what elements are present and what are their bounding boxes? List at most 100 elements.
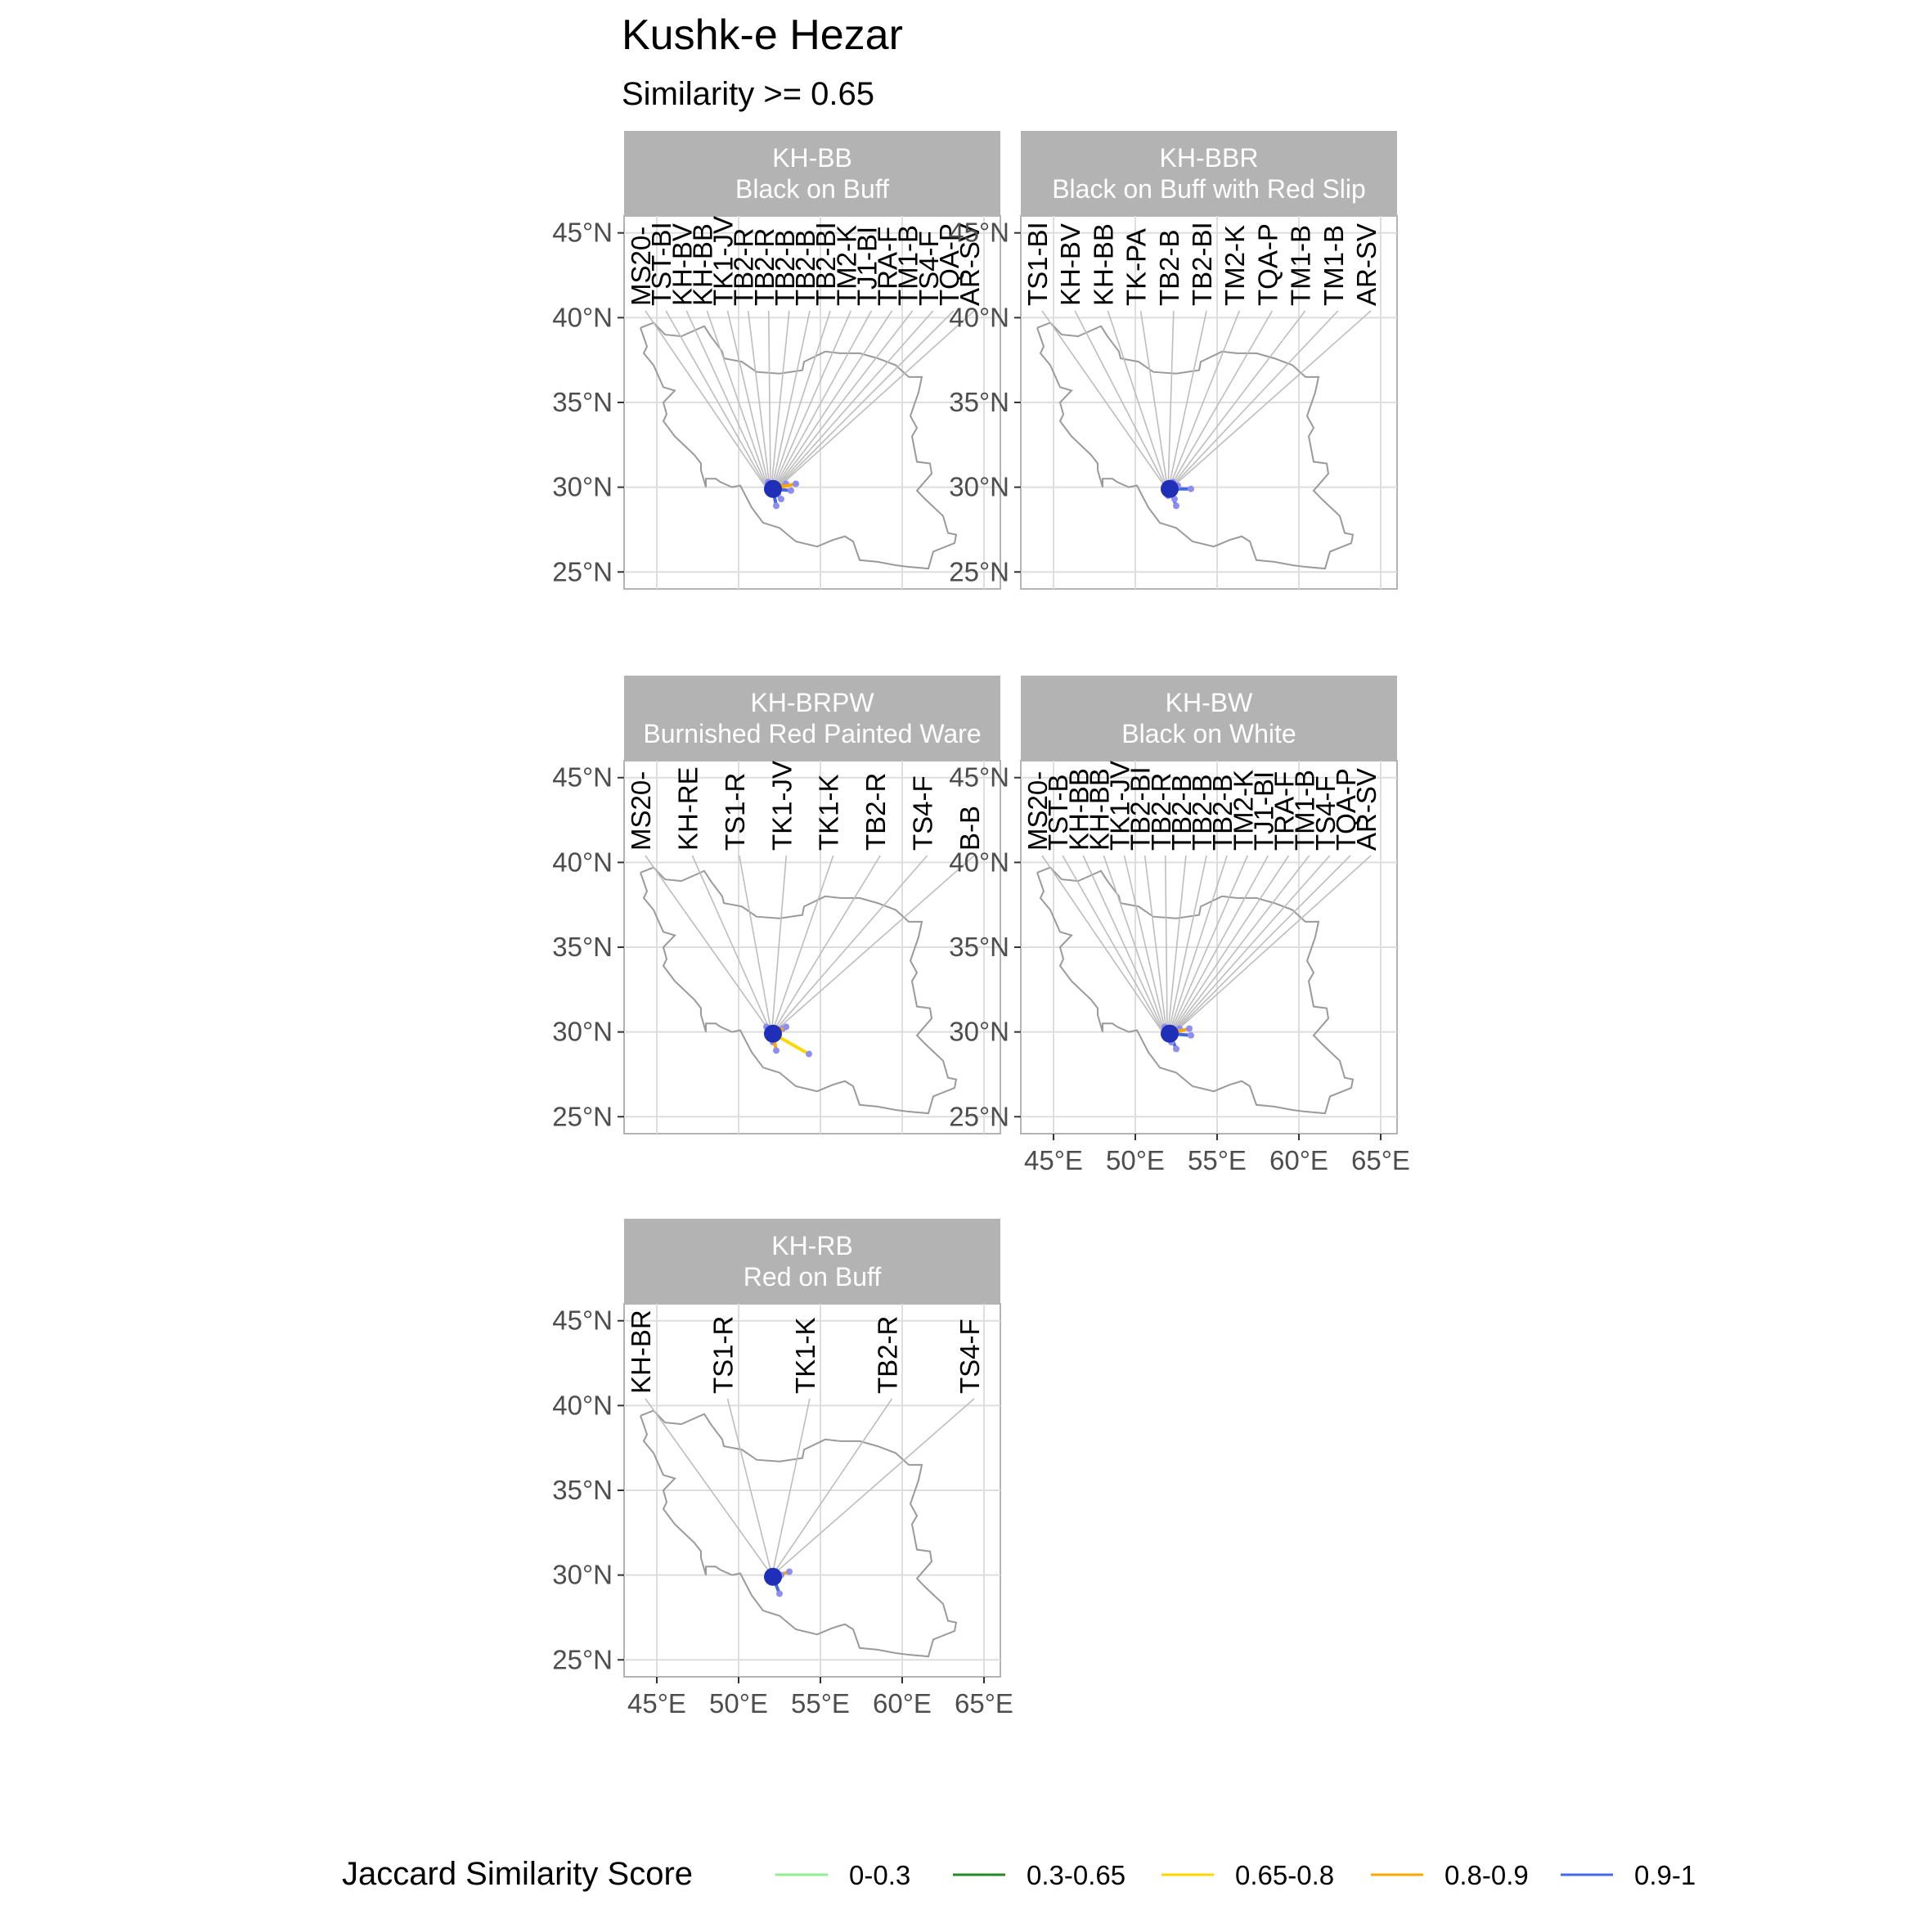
- site-leader-line: [1123, 855, 1166, 1031]
- legend-item: 0.3-0.65: [953, 1860, 1126, 1890]
- x-tick-label: 50°E: [709, 1688, 768, 1719]
- x-tick-label: 45°E: [627, 1688, 686, 1719]
- facet-name: Black on White: [1121, 719, 1296, 748]
- legend: Jaccard Similarity Score 0-0.3 0.3-0.65 0.…: [342, 1856, 1696, 1892]
- site-leader-line: [774, 310, 851, 487]
- site-label: TK-PA: [1121, 228, 1152, 306]
- site-leader-line: [1167, 310, 1175, 486]
- x-tick-label: 45°E: [1024, 1145, 1083, 1175]
- site-leader-line: [776, 310, 914, 487]
- site-label: TB2-B: [1166, 774, 1197, 851]
- site-label: TB2-B: [790, 229, 820, 306]
- site-label: MS20-: [626, 227, 656, 306]
- site-leader-line: [1062, 855, 1163, 1031]
- site-label: AR-SV: [1351, 768, 1382, 851]
- site-label: MS20-: [1022, 771, 1053, 851]
- x-tick-label: 50°E: [1106, 1145, 1165, 1175]
- country-outline: [1036, 321, 1355, 570]
- facet-name: Black on Buff with Red Slip: [1052, 174, 1366, 204]
- y-tick-label: 45°N: [552, 1305, 613, 1336]
- facet-code: KH-BRPW: [750, 688, 874, 717]
- facet-name: Red on Buff: [744, 1262, 882, 1292]
- country-outline: [640, 866, 958, 1115]
- site-leader-line: [1139, 310, 1168, 486]
- focal-site-marker: [764, 479, 782, 498]
- facet-strip: [624, 676, 1000, 761]
- site-leader-line: [1167, 855, 1187, 1031]
- y-tick-label: 25°N: [949, 556, 1009, 586]
- y-tick-label: 35°N: [949, 932, 1009, 962]
- site-label: KH-BV: [1055, 223, 1085, 306]
- site-leader-line: [774, 855, 928, 1031]
- site-label: TB2-B: [1187, 774, 1217, 851]
- site-leader-line: [726, 310, 770, 486]
- site-label: TK1-K: [814, 774, 844, 851]
- site-label: TM1-B: [1286, 225, 1316, 306]
- y-tick-label: 45°N: [949, 762, 1009, 793]
- site-label: KH-RE: [672, 766, 703, 851]
- site-label: TM1-B: [893, 225, 923, 306]
- site-label: TS4-F: [955, 1319, 985, 1394]
- focal-site-marker: [1161, 1024, 1179, 1043]
- focal-site-marker: [764, 1567, 782, 1586]
- site-label: TS1-R: [720, 773, 750, 851]
- site-leader-line: [1103, 855, 1166, 1031]
- site-leader-line: [775, 310, 873, 487]
- x-tick-label: 65°E: [955, 1688, 1013, 1719]
- site-leader-line: [1171, 310, 1306, 487]
- site-leader-line: [775, 310, 893, 487]
- site-leader-line: [774, 1398, 975, 1575]
- country-outline: [1036, 866, 1355, 1115]
- x-tick-label: 60°E: [873, 1688, 932, 1719]
- site-leader-line: [1169, 310, 1240, 487]
- legend-label: 0.3-0.65: [1027, 1860, 1126, 1890]
- site-label: TB2-R: [1146, 773, 1176, 851]
- facet-strip: [1021, 676, 1397, 761]
- site-leader-line: [706, 310, 769, 486]
- site-leader-line: [772, 1398, 893, 1575]
- site-label: TM1-B: [1319, 225, 1349, 306]
- site-label: B-B: [955, 806, 985, 851]
- site-leader-line: [1107, 310, 1167, 486]
- y-tick-label: 30°N: [949, 472, 1009, 502]
- site-label: KH-BV: [667, 223, 697, 306]
- y-tick-label: 35°N: [552, 932, 613, 962]
- legend-label: 0-0.3: [849, 1860, 910, 1890]
- facet-strip: [624, 1219, 1000, 1304]
- site-label: TK1-JV: [766, 761, 797, 851]
- site-leader-line: [1143, 855, 1167, 1031]
- y-tick-label: 25°N: [552, 556, 613, 586]
- site-label: TQA-P: [1331, 768, 1361, 851]
- site-label: TM2-K: [1228, 770, 1258, 851]
- site-leader-line: [1172, 855, 1290, 1031]
- y-tick-label: 40°N: [552, 1390, 613, 1420]
- y-tick-label: 40°N: [949, 302, 1009, 332]
- y-tick-label: 30°N: [552, 472, 613, 502]
- y-tick-label: 35°N: [552, 387, 613, 417]
- y-tick-label: 25°N: [552, 1101, 613, 1131]
- site-leader-line: [1173, 310, 1372, 487]
- site-leader-line: [645, 310, 766, 487]
- legend-label: 0.9-1: [1634, 1860, 1696, 1890]
- y-tick-label: 45°N: [552, 218, 613, 248]
- site-leader-line: [1168, 855, 1207, 1031]
- x-tick-label: 55°E: [791, 1688, 850, 1719]
- site-point: [793, 480, 799, 487]
- site-point: [788, 487, 794, 494]
- site-label: TQA-P: [934, 223, 964, 306]
- site-leader-line: [645, 1398, 771, 1575]
- facet-name: Black on Buff: [735, 174, 889, 204]
- site-point: [786, 1568, 793, 1575]
- site-leader-line: [1173, 855, 1310, 1031]
- site-label: AR-SV: [955, 223, 985, 306]
- site-point: [1188, 1031, 1194, 1039]
- legend-title: Jaccard Similarity Score: [342, 1856, 693, 1892]
- site-leader-line: [1169, 855, 1228, 1031]
- facet-strip: [624, 131, 1000, 216]
- legend-item: 0.8-0.9: [1371, 1860, 1529, 1890]
- site-label: TRA-F: [1269, 771, 1300, 851]
- site-leader-line: [691, 855, 771, 1031]
